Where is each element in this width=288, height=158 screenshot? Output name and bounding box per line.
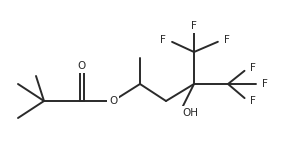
Text: F: F (250, 63, 256, 73)
Text: F: F (224, 35, 230, 45)
Text: F: F (191, 21, 197, 31)
Text: F: F (250, 96, 256, 106)
Text: OH: OH (182, 108, 198, 118)
Text: F: F (160, 35, 166, 45)
Text: O: O (78, 61, 86, 71)
Text: F: F (262, 79, 268, 89)
Text: O: O (109, 96, 117, 106)
